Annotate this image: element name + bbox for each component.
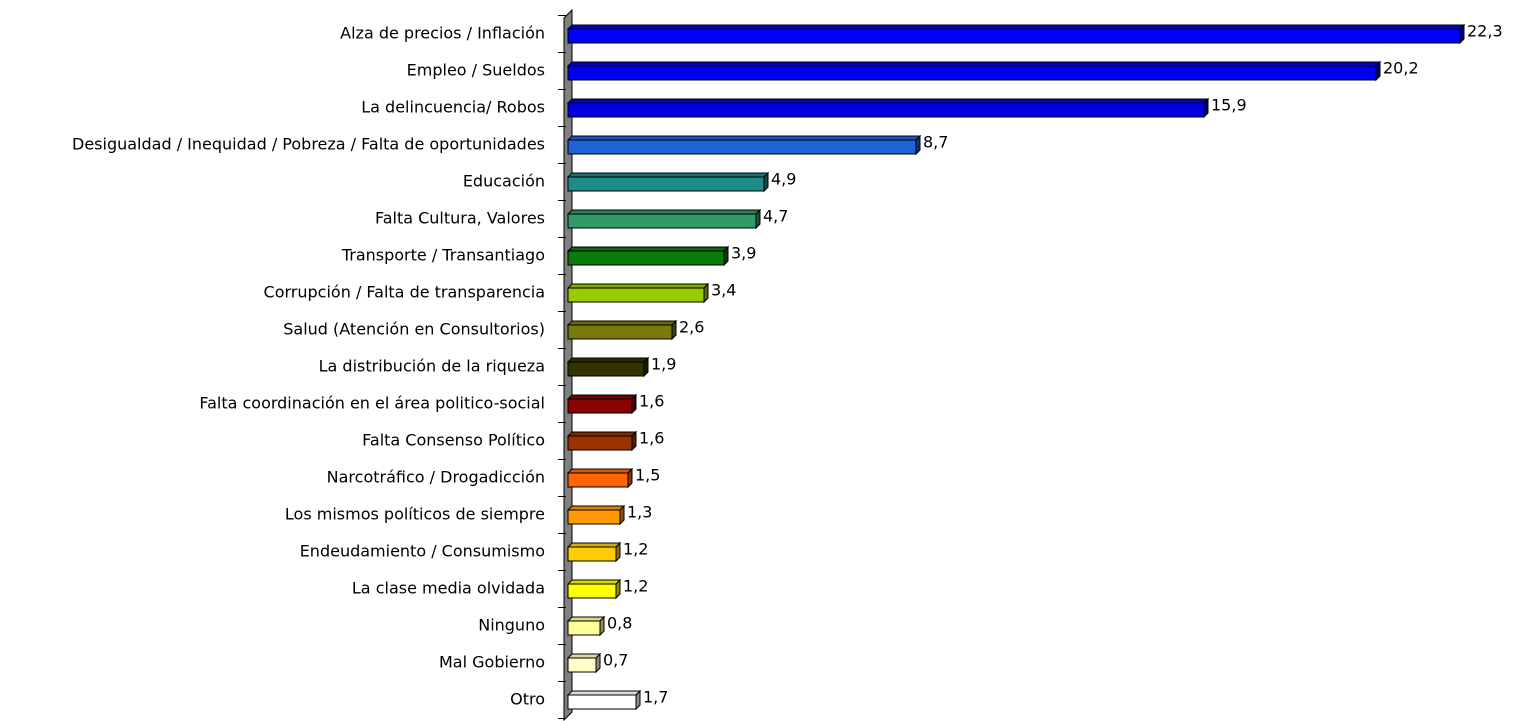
bar	[567, 620, 601, 636]
value-label: 0,7	[603, 651, 628, 670]
bar	[567, 28, 1461, 44]
bar-side	[615, 578, 621, 600]
bar-side	[619, 504, 625, 526]
category-label: La clase media olvidada	[352, 579, 545, 598]
bar	[567, 657, 597, 673]
bar-top	[566, 283, 710, 289]
bar-top	[566, 394, 638, 400]
category-label: La distribución de la riqueza	[319, 357, 545, 376]
bar	[567, 65, 1377, 81]
value-label: 4,9	[771, 170, 796, 189]
bar	[567, 102, 1205, 118]
bar-top	[566, 468, 634, 474]
bar-top	[566, 320, 678, 326]
bar-side	[631, 430, 637, 452]
bar-top	[566, 505, 626, 511]
category-label: Mal Gobierno	[439, 653, 545, 672]
bar-side	[763, 171, 769, 193]
category-label: Alza de precios / Inflación	[340, 24, 545, 43]
bar-top	[566, 61, 1382, 67]
category-label: Desigualdad / Inequidad / Pobreza / Falt…	[72, 135, 545, 154]
bar-side	[1203, 97, 1209, 119]
bar-side	[615, 541, 621, 563]
category-label: Falta Cultura, Valores	[375, 209, 545, 228]
bar	[567, 213, 757, 229]
value-label: 1,6	[639, 429, 664, 448]
category-label: La delincuencia/ Robos	[361, 98, 545, 117]
bar-top	[566, 209, 762, 215]
bar-side	[915, 134, 921, 156]
bar-top	[566, 172, 770, 178]
bar-top	[566, 431, 638, 437]
value-label: 1,3	[627, 503, 652, 522]
bar-top	[566, 24, 1466, 30]
bar	[567, 435, 633, 451]
bar	[567, 324, 673, 340]
bar-top	[566, 246, 730, 252]
category-label: Los mismos políticos de siempre	[285, 505, 545, 524]
bar-top	[566, 542, 622, 548]
bar	[567, 509, 621, 525]
bar-side	[631, 393, 637, 415]
value-label: 3,4	[711, 281, 736, 300]
bar-top	[566, 98, 1210, 104]
value-label: 3,9	[731, 244, 756, 263]
bar-side	[723, 245, 729, 267]
value-label: 1,5	[635, 466, 660, 485]
bar-side	[643, 356, 649, 378]
category-label: Transporte / Transantiago	[341, 246, 545, 265]
value-label: 2,6	[679, 318, 704, 337]
bar-top	[566, 579, 622, 585]
value-label: 20,2	[1383, 59, 1419, 78]
bar	[567, 694, 637, 710]
bar-top	[566, 616, 606, 622]
bar-side	[1375, 60, 1381, 82]
bar	[567, 287, 705, 303]
bar	[567, 361, 645, 377]
category-label: Otro	[510, 690, 545, 709]
bar-top	[566, 135, 922, 141]
bar	[567, 176, 765, 192]
category-label: Falta Consenso Político	[362, 431, 545, 450]
bar-side	[595, 652, 601, 674]
bar	[567, 250, 725, 266]
bar-side	[1459, 23, 1465, 45]
value-label: 0,8	[607, 614, 632, 633]
bar-side	[671, 319, 677, 341]
value-label: 1,6	[639, 392, 664, 411]
bar-side	[627, 467, 633, 489]
category-label: Falta coordinación en el área politico-s…	[199, 394, 545, 413]
bar-top	[566, 357, 650, 363]
bar	[567, 139, 917, 155]
bar	[567, 583, 617, 599]
bar-side	[599, 615, 605, 637]
bar-side	[755, 208, 761, 230]
category-label: Educación	[463, 172, 545, 191]
value-label: 22,3	[1467, 22, 1503, 41]
category-label: Narcotráfico / Drogadicción	[327, 468, 545, 487]
value-label: 1,2	[623, 540, 648, 559]
bar-top	[566, 690, 642, 696]
category-label: Corrupción / Falta de transparencia	[264, 283, 545, 302]
bar	[567, 546, 617, 562]
category-label: Salud (Atención en Consultorios)	[283, 320, 545, 339]
category-label: Ninguno	[478, 616, 545, 635]
bar-side	[703, 282, 709, 304]
bar	[567, 472, 629, 488]
category-label: Empleo / Sueldos	[407, 61, 545, 80]
value-label: 1,2	[623, 577, 648, 596]
bar-top	[566, 653, 602, 659]
category-label: Endeudamiento / Consumismo	[300, 542, 545, 561]
bar	[567, 398, 633, 414]
value-label: 1,9	[651, 355, 676, 374]
value-label: 4,7	[763, 207, 788, 226]
bar-side	[635, 689, 641, 711]
value-label: 15,9	[1211, 96, 1247, 115]
value-label: 8,7	[923, 133, 948, 152]
value-label: 1,7	[643, 688, 668, 707]
